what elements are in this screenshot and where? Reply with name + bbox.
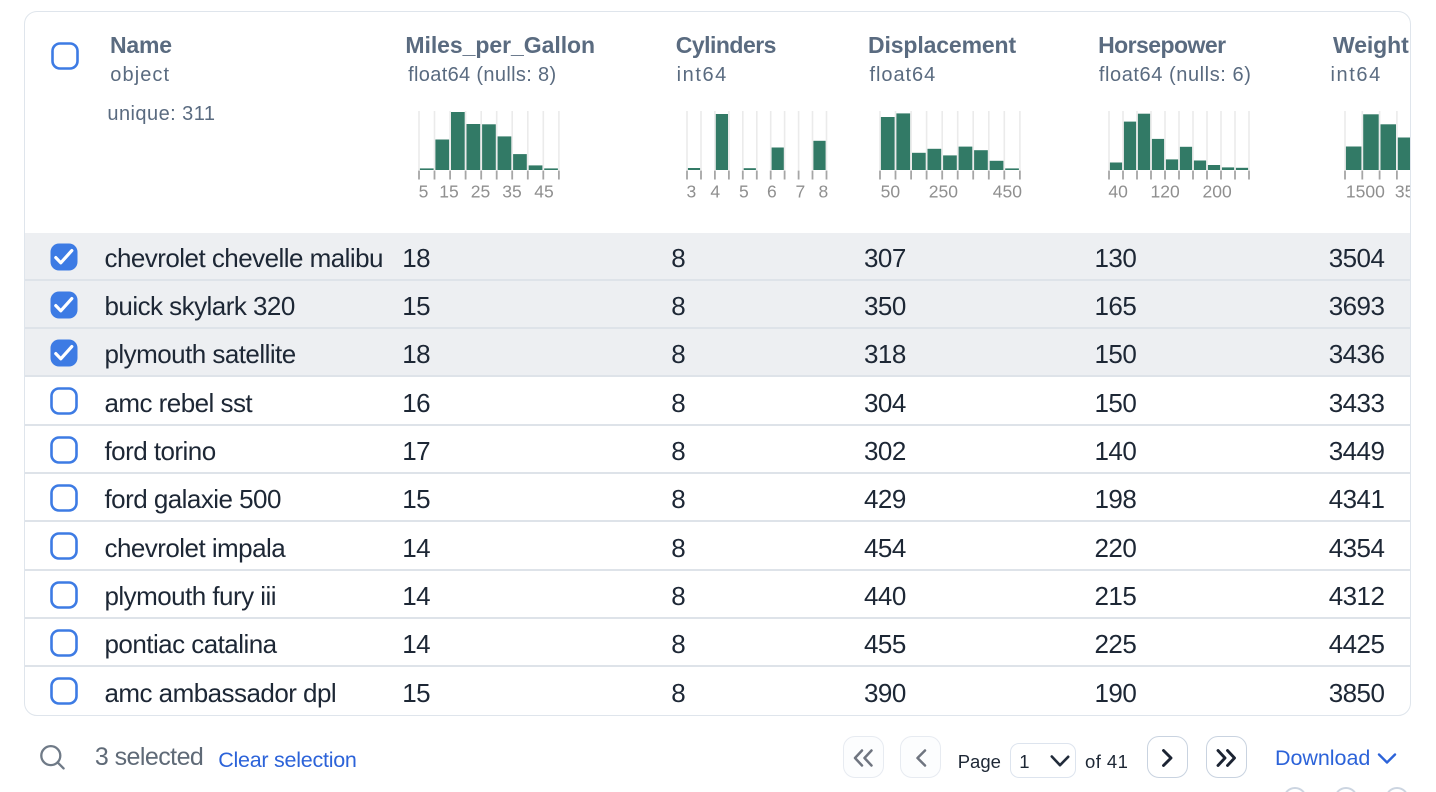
svg-text:120: 120 bbox=[1151, 181, 1180, 201]
svg-text:450: 450 bbox=[993, 181, 1022, 201]
svg-text:50: 50 bbox=[881, 181, 901, 201]
svg-text:200: 200 bbox=[1203, 181, 1232, 201]
svg-text:8: 8 bbox=[819, 181, 829, 201]
svg-text:4: 4 bbox=[710, 181, 720, 201]
svg-text:250: 250 bbox=[929, 181, 958, 201]
svg-text:5: 5 bbox=[739, 181, 749, 201]
svg-text:25: 25 bbox=[470, 181, 489, 201]
svg-text:6: 6 bbox=[767, 181, 777, 201]
svg-text:40: 40 bbox=[1109, 181, 1129, 201]
svg-text:35: 35 bbox=[502, 181, 521, 201]
svg-text:1500: 1500 bbox=[1346, 181, 1385, 201]
svg-text:5: 5 bbox=[418, 181, 428, 201]
svg-text:3500: 3500 bbox=[1395, 181, 1410, 201]
svg-text:3: 3 bbox=[687, 181, 697, 201]
svg-text:7: 7 bbox=[796, 181, 806, 201]
svg-text:45: 45 bbox=[534, 181, 553, 201]
svg-text:15: 15 bbox=[439, 181, 458, 201]
